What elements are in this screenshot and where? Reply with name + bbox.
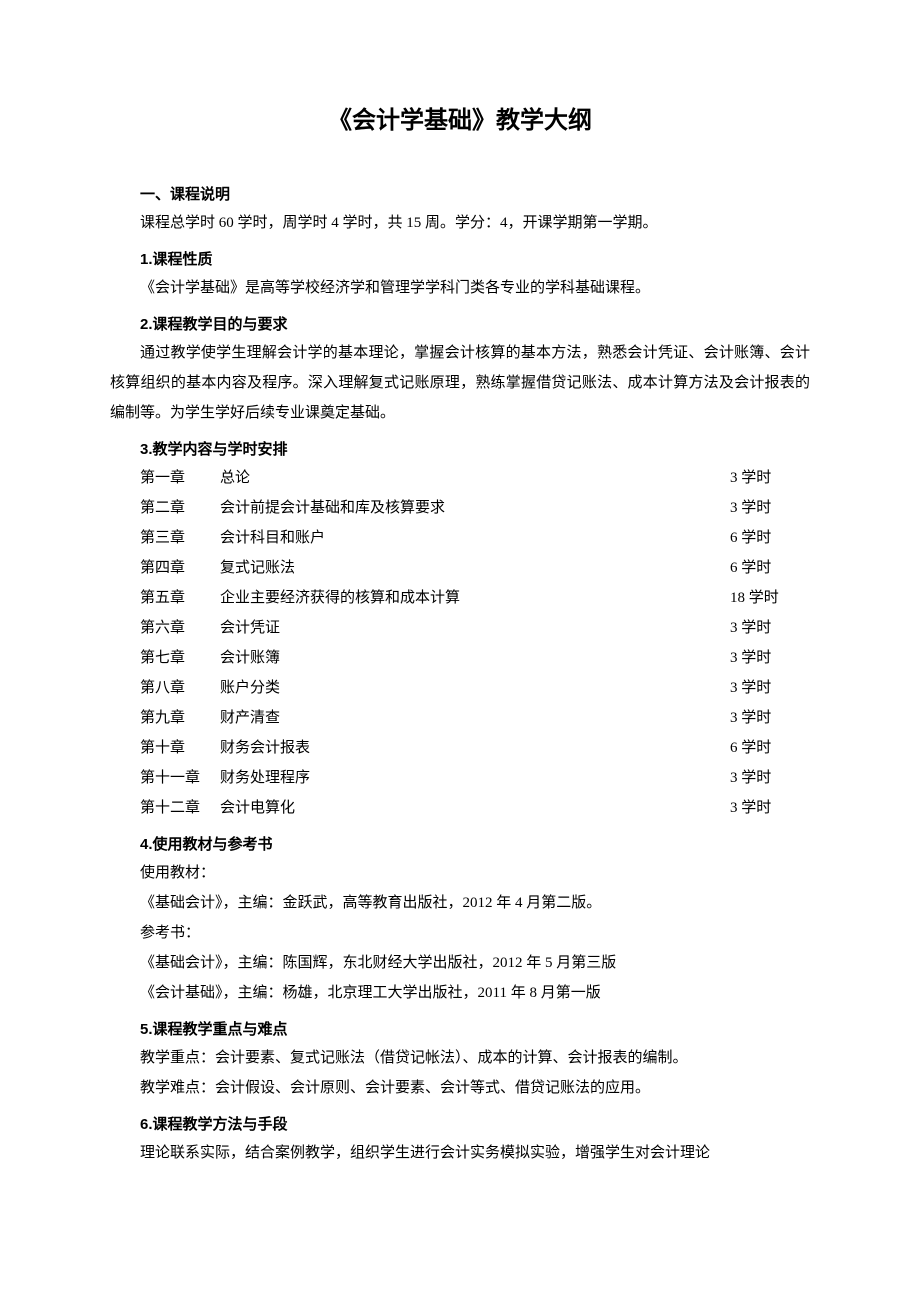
sub-heading-1-5: 5.课程教学重点与难点 — [110, 1018, 810, 1039]
chapter-hours: 3 学时 — [730, 703, 810, 733]
chapter-hours: 3 学时 — [730, 793, 810, 823]
chapter-name: 财务处理程序 — [220, 763, 730, 793]
chapter-row: 第七章 会计账簿 3 学时 — [110, 643, 810, 673]
chapter-row: 第一章 总论 3 学时 — [110, 463, 810, 493]
chapter-hours: 6 学时 — [730, 523, 810, 553]
sub-heading-1-6: 6.课程教学方法与手段 — [110, 1113, 810, 1134]
body-1-2: 通过教学使学生理解会计学的基本理论，掌握会计核算的基本方法，熟悉会计凭证、会计账… — [110, 338, 810, 428]
chapter-name: 会计电算化 — [220, 793, 730, 823]
chapter-name: 财产清查 — [220, 703, 730, 733]
chapter-row: 第十章 财务会计报表 6 学时 — [110, 733, 810, 763]
ref-line: 《会计基础》，主编：杨雄，北京理工大学出版社，2011 年 8 月第一版 — [110, 978, 810, 1008]
focus-line: 教学重点：会计要素、复式记账法（借贷记帐法）、成本的计算、会计报表的编制。 — [110, 1043, 810, 1073]
sub-heading-1-1: 1.课程性质 — [110, 248, 810, 269]
ref-line: 参考书： — [110, 918, 810, 948]
chapter-row: 第十一章 财务处理程序 3 学时 — [110, 763, 810, 793]
chapter-name: 财务会计报表 — [220, 733, 730, 763]
chapter-num: 第五章 — [140, 583, 220, 613]
chapter-num: 第十一章 — [140, 763, 220, 793]
chapter-row: 第三章 会计科目和账户 6 学时 — [110, 523, 810, 553]
chapter-hours: 3 学时 — [730, 463, 810, 493]
sub-heading-1-4: 4.使用教材与参考书 — [110, 833, 810, 854]
chapter-hours: 6 学时 — [730, 553, 810, 583]
section-1-heading: 一、课程说明 — [110, 183, 810, 204]
body-1-6: 理论联系实际，结合案例教学，组织学生进行会计实务模拟实验，增强学生对会计理论 — [110, 1138, 810, 1168]
section-1-intro: 课程总学时 60 学时，周学时 4 学时，共 15 周。学分：4，开课学期第一学… — [110, 208, 810, 238]
chapter-name: 会计前提会计基础和库及核算要求 — [220, 493, 730, 523]
difficulty-line: 教学难点：会计假设、会计原则、会计要素、会计等式、借贷记账法的应用。 — [110, 1073, 810, 1103]
ref-line: 《基础会计》，主编：陈国辉，东北财经大学出版社，2012 年 5 月第三版 — [110, 948, 810, 978]
chapter-name: 会计账簿 — [220, 643, 730, 673]
ref-line: 使用教材： — [110, 858, 810, 888]
chapter-num: 第一章 — [140, 463, 220, 493]
chapter-hours: 3 学时 — [730, 763, 810, 793]
ref-line: 《基础会计》，主编：金跃武，高等教育出版社，2012 年 4 月第二版。 — [110, 888, 810, 918]
chapter-hours: 3 学时 — [730, 613, 810, 643]
chapter-row: 第八章 账户分类 3 学时 — [110, 673, 810, 703]
chapter-hours: 3 学时 — [730, 673, 810, 703]
chapter-num: 第九章 — [140, 703, 220, 733]
document-title: 《会计学基础》教学大纲 — [110, 100, 810, 135]
chapter-hours: 3 学时 — [730, 643, 810, 673]
chapter-num: 第二章 — [140, 493, 220, 523]
chapter-hours: 6 学时 — [730, 733, 810, 763]
chapter-row: 第二章 会计前提会计基础和库及核算要求 3 学时 — [110, 493, 810, 523]
chapter-name: 总论 — [220, 463, 730, 493]
sub-heading-1-3: 3.教学内容与学时安排 — [110, 438, 810, 459]
chapter-num: 第十章 — [140, 733, 220, 763]
chapter-row: 第五章 企业主要经济获得的核算和成本计算 18 学时 — [110, 583, 810, 613]
body-1-1: 《会计学基础》是高等学校经济学和管理学学科门类各专业的学科基础课程。 — [110, 273, 810, 303]
chapter-num: 第七章 — [140, 643, 220, 673]
chapter-hours: 18 学时 — [730, 583, 810, 613]
chapter-num: 第三章 — [140, 523, 220, 553]
chapter-name: 企业主要经济获得的核算和成本计算 — [220, 583, 730, 613]
sub-heading-1-2: 2.课程教学目的与要求 — [110, 313, 810, 334]
chapter-name: 账户分类 — [220, 673, 730, 703]
chapter-num: 第四章 — [140, 553, 220, 583]
chapter-num: 第六章 — [140, 613, 220, 643]
chapter-hours: 3 学时 — [730, 493, 810, 523]
chapter-num: 第十二章 — [140, 793, 220, 823]
chapter-row: 第九章 财产清查 3 学时 — [110, 703, 810, 733]
chapter-name: 会计凭证 — [220, 613, 730, 643]
chapter-row: 第十二章 会计电算化 3 学时 — [110, 793, 810, 823]
chapter-name: 会计科目和账户 — [220, 523, 730, 553]
chapter-row: 第六章 会计凭证 3 学时 — [110, 613, 810, 643]
chapter-row: 第四章 复式记账法 6 学时 — [110, 553, 810, 583]
chapter-name: 复式记账法 — [220, 553, 730, 583]
chapter-num: 第八章 — [140, 673, 220, 703]
